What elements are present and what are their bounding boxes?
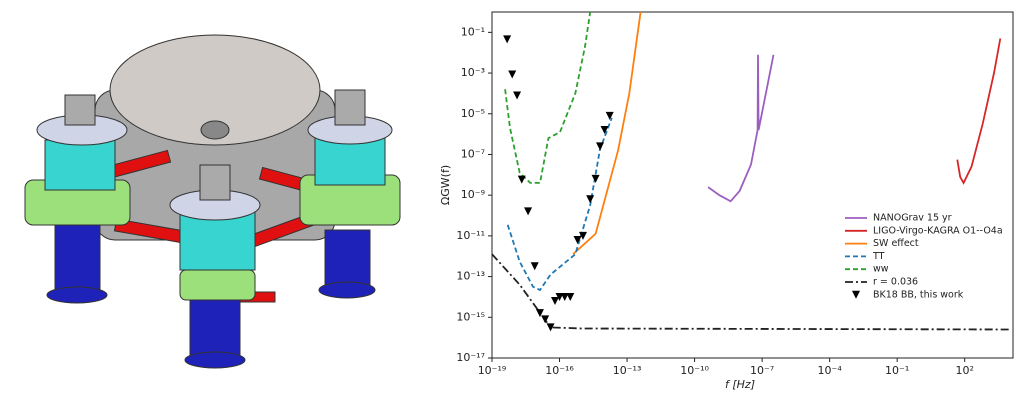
y-tick-label: 10⁻¹⁵: [456, 310, 485, 323]
marker: [541, 315, 550, 324]
marker: [605, 111, 614, 120]
y-tick-label: 10⁻¹³: [456, 270, 485, 283]
marker: [586, 195, 595, 204]
legend-label: ww: [873, 264, 889, 275]
y-axis-label: ΩGW(f): [439, 165, 452, 205]
marker: [560, 292, 569, 301]
apparatus-render: [24, 34, 401, 369]
x-tick-label: 10⁻⁷: [750, 364, 774, 377]
marker: [596, 142, 605, 151]
y-tick-label: 10⁻⁹: [461, 188, 485, 201]
legend-label: NANOGrav 15 yr: [873, 213, 952, 224]
y-tick-label: 10⁻⁵: [461, 107, 485, 120]
series-line: [707, 54, 775, 203]
marker: [503, 35, 512, 44]
legend-label: BK18 BB, this work: [873, 289, 964, 300]
chamber-lid: [109, 34, 321, 146]
marker: [508, 70, 517, 79]
x-tick-label: 10⁻¹³: [613, 364, 642, 377]
legend-label: SW effect: [873, 238, 919, 249]
port: [200, 120, 230, 140]
y-tick-label: 10⁻¹¹: [456, 229, 485, 242]
marker: [578, 231, 587, 240]
x-tick-label: 10⁻¹⁹: [478, 364, 507, 377]
legend-label: TT: [872, 251, 885, 262]
marker: [546, 323, 555, 332]
y-tick-label: 10⁻³: [461, 66, 485, 79]
marker: [555, 292, 564, 301]
x-tick-label: 10⁻¹: [885, 364, 909, 377]
marker: [566, 292, 575, 301]
module-left: [24, 94, 131, 304]
x-tick-label: 10⁻¹⁶: [545, 364, 574, 377]
x-tick-label: 10²: [955, 364, 973, 377]
legend-label: r = 0.036: [873, 277, 918, 288]
x-tick-label: 10⁻¹⁰: [680, 364, 709, 377]
marker: [524, 207, 533, 216]
plot-frame: [491, 11, 1014, 359]
module-right: [299, 89, 401, 299]
marker: [513, 91, 522, 100]
marker: [573, 235, 582, 244]
series-line: [506, 117, 613, 292]
marker: [591, 174, 600, 183]
y-tick-label: 10⁻¹: [461, 25, 485, 38]
marker: [600, 125, 609, 134]
marker: [517, 175, 526, 184]
marker: [530, 262, 539, 271]
series-line: [956, 38, 1002, 185]
legend-label: LIGO-Virgo-KAGRA O1--O4a: [873, 225, 1003, 236]
legend-swatch: [852, 290, 860, 299]
series-line: [492, 253, 1010, 331]
module-front: [169, 164, 261, 369]
x-tick-label: 10⁻⁴: [818, 364, 843, 377]
y-tick-label: 10⁻¹⁷: [456, 351, 485, 364]
y-tick-label: 10⁻⁷: [461, 147, 485, 160]
series-line: [504, 12, 592, 184]
marker: [535, 309, 544, 318]
series-line: [572, 12, 642, 255]
x-axis-label: f [Hz]: [725, 378, 755, 391]
marker: [551, 297, 560, 306]
